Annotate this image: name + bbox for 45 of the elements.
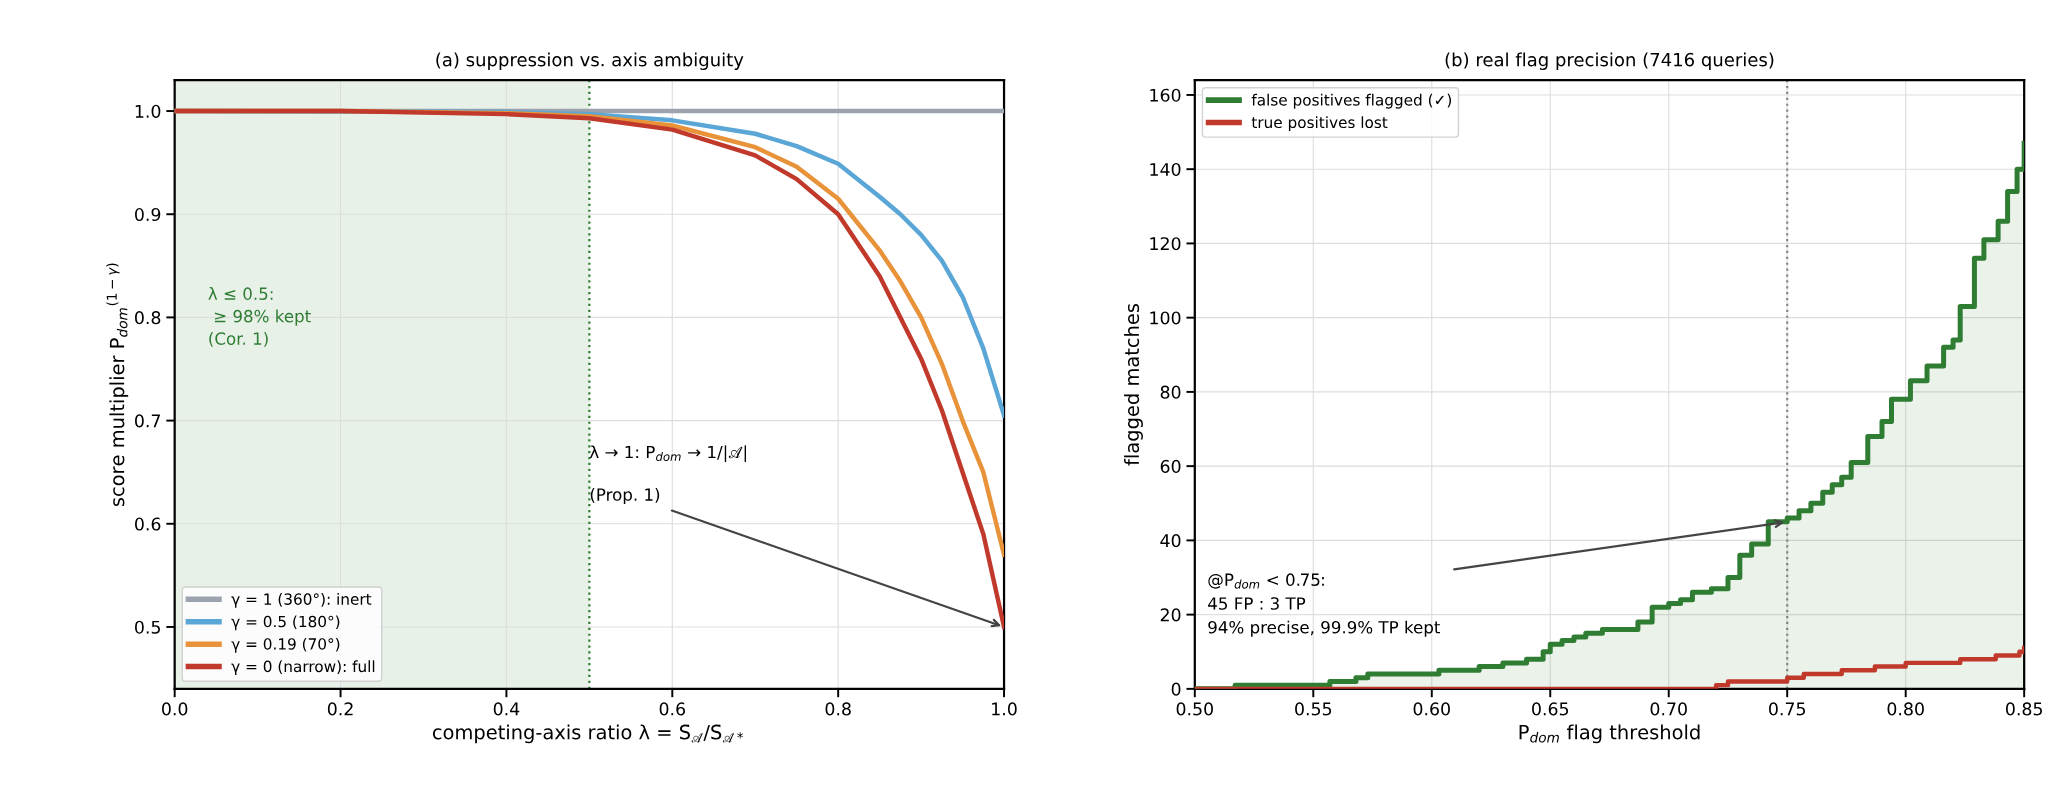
- annotation: @P$_{dom}$ < 0.75: 45 FP : 3 TP 94% precise, 99.9% TP kept: [1208, 573, 1441, 637]
- y-tick-label: 0.7: [135, 414, 160, 428]
- x-tick-label: 0.60: [1413, 702, 1450, 716]
- legend-label: γ = 1 (360°): inert: [231, 593, 372, 608]
- annotation: (Prop. 1): [590, 487, 660, 505]
- x-tick-label: 0.55: [1295, 702, 1332, 716]
- legend-label: γ = 0.19 (70°): [231, 637, 340, 653]
- y-tick-label: 60: [1160, 459, 1181, 473]
- x-tick-label: 0.6: [659, 702, 686, 716]
- x-tick-label: 0.65: [1532, 702, 1569, 716]
- y-tick-label: 20: [1160, 608, 1181, 622]
- x-tick-label: 0.85: [2005, 702, 2042, 716]
- y-tick-label: 100: [1150, 311, 1181, 325]
- chart-title: (b) real flag precision (7416 queries): [1445, 52, 1774, 70]
- x-tick-label: 0.0: [162, 702, 188, 716]
- x-tick-label: 0.2: [327, 702, 353, 716]
- legend-label: true positives lost: [1251, 116, 1388, 132]
- y-tick-label: 40: [1160, 534, 1181, 548]
- y-tick-label: 80: [1160, 385, 1181, 399]
- x-tick-label: 0.70: [1650, 702, 1687, 716]
- x-axis-title: competing-axis ratio λ = S̄$_{𝒜}$/S̄$_{𝒜*}$: [432, 724, 744, 744]
- x-tick-label: 0.75: [1769, 702, 1806, 716]
- legend-label: false positives flagged (✓): [1251, 93, 1452, 109]
- legend-label: γ = 0.5 (180°): [231, 615, 340, 631]
- x-tick-label: 0.50: [1176, 702, 1213, 716]
- y-tick-label: 140: [1150, 162, 1181, 177]
- x-tick-label: 0.4: [493, 702, 520, 716]
- y-tick-label: 0.8: [135, 311, 161, 325]
- x-tick-label: 0.8: [825, 702, 851, 716]
- x-axis-title: P$_{dom}$ flag threshold: [1519, 724, 1700, 744]
- y-tick-label: 0: [1171, 682, 1181, 696]
- y-tick-label: 0.6: [135, 517, 161, 531]
- y-tick-label: 1.0: [135, 104, 161, 118]
- annotation: λ → 1: P$_{dom}$ → 1/|𝒜|: [589, 445, 747, 463]
- y-tick-label: 0.5: [135, 620, 160, 634]
- legend-label: γ = 0 (narrow): full: [231, 660, 375, 676]
- annotation: λ ≤ 0.5: ≥ 98% kept (Cor. 1): [208, 287, 311, 347]
- y-axis-title: score multiplier P$_{dom}$$^{(1−γ)}$: [106, 263, 129, 507]
- y-tick-label: 160: [1150, 88, 1181, 102]
- y-tick-label: 0.9: [135, 207, 161, 222]
- chart-title: (a) suppression vs. axis ambiguity: [436, 52, 744, 70]
- y-axis-title: flagged matches: [1124, 303, 1143, 466]
- y-tick-label: 120: [1150, 237, 1181, 251]
- x-tick-label: 0.80: [1887, 702, 1924, 716]
- x-tick-label: 1.0: [992, 702, 1017, 716]
